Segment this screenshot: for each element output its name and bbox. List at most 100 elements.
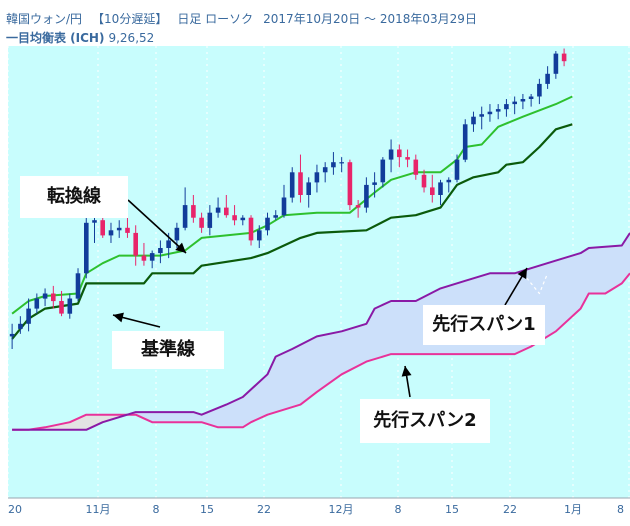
candle-body [347, 162, 353, 206]
candle-body [298, 172, 303, 195]
candle-body [471, 116, 476, 125]
kijun-callout: 基準線 [112, 331, 224, 369]
candle-body [26, 308, 31, 324]
tenkan-callout: 転換線 [20, 176, 128, 218]
candle-body [51, 293, 56, 302]
candle-body [561, 53, 567, 62]
x-tick-label: 15 [445, 503, 459, 516]
candle-body [158, 248, 163, 254]
instrument-name: 韓国ウォン/円 [6, 12, 83, 26]
candle-body [34, 298, 40, 309]
tenkan-line [11, 95, 573, 315]
candle-body [446, 179, 452, 183]
candle-body [537, 83, 542, 97]
x-tick-label: 1月 [564, 503, 582, 516]
indicator-name: 一目均衡表 (ICH) [6, 31, 105, 45]
candle-body [116, 227, 122, 231]
candle-body [512, 101, 517, 105]
candle-body [372, 182, 377, 185]
date-range: 2017年10月20日 ～ 2018年03月29日 [263, 12, 477, 26]
span-dashed-segment [522, 272, 549, 295]
candle-body [182, 205, 188, 228]
candle-body [149, 253, 155, 261]
candle-body [248, 217, 254, 241]
candle-body [430, 187, 435, 195]
candle-body [100, 220, 105, 236]
x-tick-label: 11月 [86, 503, 111, 516]
candle-body [42, 293, 48, 299]
candle-body [141, 255, 147, 261]
senkou-span-a-line [12, 232, 630, 431]
delay-label: 【10分遅延】 [92, 12, 168, 26]
candle-body [207, 212, 213, 228]
candle-body [355, 205, 361, 208]
candle-body [59, 301, 64, 314]
candle-body [479, 114, 484, 117]
candle-body [545, 73, 550, 84]
x-tick-label: 8 [395, 503, 402, 516]
candle-body [273, 215, 278, 218]
candle-body [487, 111, 493, 115]
candle-body [504, 104, 509, 110]
candle-body [92, 220, 97, 223]
indicator-line: 一目均衡表 (ICH) 9,26,52 [6, 29, 164, 46]
candle-body [421, 174, 427, 188]
cloud-fill [127, 232, 630, 428]
candle-body [174, 227, 180, 241]
span2-arrow-head [401, 366, 412, 377]
candle-body [75, 273, 81, 299]
span1-arrow-head [517, 268, 527, 280]
chart-header: 韓国ウォン/円 【10分遅延】 日足 ローソク 2017年10月20日 ～ 2018年… [0, 0, 630, 46]
candle-body [224, 207, 229, 216]
candle-body [265, 217, 270, 231]
period-type: 日足 ローソク [177, 12, 254, 26]
x-tick-label: 22 [503, 503, 517, 516]
candle-body [215, 207, 221, 213]
kijun-line [11, 123, 573, 340]
candle-body [388, 149, 394, 160]
candle-body [397, 149, 402, 158]
chart-title-line: 韓国ウォン/円 【10分遅延】 日足 ローソク 2017年10月20日 ～ 2018年… [6, 10, 487, 27]
candle-body [405, 157, 410, 160]
kijun-arrow-head [113, 312, 124, 323]
candle-body [257, 230, 262, 241]
candle-body [240, 217, 246, 221]
x-tick-label: 20 [8, 503, 22, 516]
senkou-span-b-line [12, 272, 630, 431]
candle-body [380, 159, 386, 183]
candle-body [438, 182, 443, 195]
candle-body [125, 227, 130, 233]
span1-callout: 先行スパン1 [423, 305, 545, 345]
candle-body [306, 182, 311, 195]
candle-body [18, 323, 23, 329]
x-tick-label: 22 [257, 503, 271, 516]
indicator-lines [11, 95, 630, 431]
candle-body [108, 230, 114, 236]
x-axis: 20 11月 8 15 22 12月 8 15 22 1月 8 [8, 497, 630, 516]
candle-body [166, 240, 171, 248]
candle-body [67, 298, 73, 314]
candle-body [339, 162, 344, 164]
x-tick-label: 8 [153, 503, 160, 516]
tenkan-arrow [127, 199, 187, 254]
candle-body [281, 197, 287, 216]
candle-body [454, 159, 460, 180]
candle-body [84, 222, 89, 274]
x-tick-label: 8 [617, 503, 624, 516]
candle-body [364, 184, 369, 208]
candle-body [495, 109, 501, 112]
indicator-params: 9,26,52 [108, 31, 155, 45]
candle-body [520, 99, 526, 102]
candle-body [462, 124, 468, 160]
candle-body [322, 167, 328, 173]
x-tick-label: 15 [200, 503, 214, 516]
candle-body [199, 217, 204, 228]
candle-body [133, 232, 138, 256]
candle-body [232, 215, 237, 221]
candle-body [553, 53, 559, 74]
candle-body [289, 172, 295, 198]
candle-body [331, 162, 336, 168]
x-tick-label: 12月 [329, 503, 354, 516]
candle-body [528, 96, 534, 99]
